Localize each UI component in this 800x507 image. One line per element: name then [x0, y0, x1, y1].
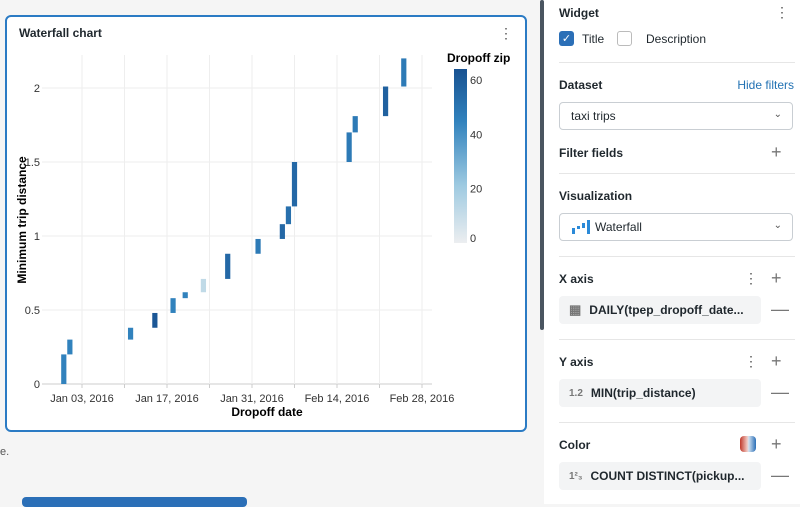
y-tick-label: 0.5 [25, 305, 40, 317]
visualization-select[interactable]: Waterfall ⌄ [559, 213, 793, 241]
dataset-select-value: taxi trips [571, 109, 616, 123]
color-remove-minus-icon[interactable]: — [771, 465, 789, 485]
waterfall-bar [401, 58, 407, 87]
divider [559, 256, 795, 257]
x-axis-title: Dropoff date [231, 405, 303, 419]
x-tick-label: Feb 28, 2016 [390, 393, 455, 405]
y-axis-field[interactable]: 1.2 MIN(trip_distance) [559, 379, 761, 407]
widget-title: Waterfall chart [19, 26, 102, 40]
waterfall-bar [285, 206, 292, 225]
title-checkbox-label: Title [582, 31, 605, 46]
kebab-menu-icon[interactable]: ⋮ [499, 25, 513, 41]
x-axis-kebab-icon[interactable]: ⋮ [744, 270, 758, 286]
divider [559, 173, 795, 174]
y-axis-title: Minimum trip distance [15, 156, 29, 284]
divider [559, 422, 795, 423]
widget-kebab-icon[interactable]: ⋮ [775, 4, 789, 20]
waterfall-chart-icon [572, 220, 590, 234]
color-add-plus-icon[interactable]: + [771, 434, 782, 454]
visualization-heading: Visualization [559, 189, 633, 203]
hide-filters-link[interactable]: Hide filters [737, 78, 794, 92]
waterfall-bar [67, 339, 73, 355]
scrollbar[interactable] [540, 0, 544, 330]
blue-button[interactable] [22, 497, 247, 507]
waterfall-bar [346, 132, 352, 162]
x-axis-remove-minus-icon[interactable]: — [771, 299, 789, 319]
legend-tick-label: 60 [470, 75, 482, 87]
waterfall-bar [225, 253, 231, 279]
divider [559, 339, 795, 340]
x-axis-heading: X axis [559, 272, 594, 286]
waterfall-bar [352, 116, 358, 133]
x-tick-label: Feb 14, 2016 [305, 393, 370, 405]
color-palette-icon[interactable] [740, 436, 756, 452]
visualization-select-value: Waterfall [595, 220, 642, 234]
waterfall-chart: 0 0.5 1 1.5 2 Jan 03, 2016 Jan 17, 2016 Jan 31,… [15, 51, 510, 419]
x-tick-label: Jan 03, 2016 [50, 393, 114, 405]
waterfall-bar [170, 298, 176, 313]
add-filter-plus-icon[interactable]: + [771, 142, 782, 162]
y-axis-add-plus-icon[interactable]: + [771, 351, 782, 371]
config-panel: Widget ⋮ ✓ Title Description Dataset Hid… [544, 0, 800, 504]
legend-color-ramp [454, 69, 467, 243]
footer-note: e. [0, 446, 10, 458]
y-tick-label: 0 [34, 379, 40, 391]
divider [559, 62, 795, 63]
widget-card[interactable]: 0 0.5 1 1.5 2 Jan 03, 2016 Jan 17, 2016 Jan 31,… [5, 15, 527, 432]
checkmark-icon: ✓ [559, 31, 574, 46]
description-checkbox-label: Description [646, 31, 707, 46]
legend-tick-label: 0 [470, 233, 476, 245]
x-tick-label: Jan 17, 2016 [135, 393, 199, 405]
checkbox-box [617, 31, 632, 46]
integer-type-icon: 1²₃ [569, 470, 583, 482]
waterfall-bar [152, 312, 158, 328]
dataset-heading: Dataset [559, 78, 603, 92]
calendar-icon: ▦ [569, 302, 582, 317]
legend-title: Dropoff zip [447, 51, 510, 65]
waterfall-bar [127, 327, 134, 340]
chevron-down-icon: ⌄ [773, 220, 782, 231]
x-tick-label: Jan 31, 2016 [220, 393, 284, 405]
widget-heading: Widget [559, 6, 599, 20]
decimal-type-icon: 1.2 [569, 387, 583, 399]
legend-tick-label: 40 [470, 129, 482, 141]
filter-fields-heading: Filter fields [559, 146, 624, 160]
y-axis-field-label: MIN(trip_distance) [590, 386, 696, 400]
chevron-down-icon: ⌄ [773, 109, 782, 120]
waterfall-bar [279, 224, 285, 239]
y-tick-label: 1 [34, 231, 40, 243]
waterfall-bar [291, 162, 298, 207]
y-axis-kebab-icon[interactable]: ⋮ [744, 353, 758, 369]
waterfall-bar [61, 354, 67, 384]
y-axis-remove-minus-icon[interactable]: — [771, 382, 789, 402]
legend-tick-label: 20 [470, 184, 482, 196]
color-heading: Color [559, 438, 591, 452]
y-axis-heading: Y axis [559, 355, 594, 369]
waterfall-bar [182, 292, 188, 299]
description-checkbox[interactable]: Description [617, 31, 706, 46]
waterfall-bar [200, 278, 207, 293]
y-tick-label: 2 [34, 83, 40, 95]
color-field[interactable]: 1²₃ COUNT DISTINCT(pickup... [559, 462, 761, 490]
x-axis-field-label: DAILY(tpep_dropoff_date... [589, 303, 744, 317]
x-axis-field[interactable]: ▦ DAILY(tpep_dropoff_date... [559, 296, 761, 324]
y-tick-label: 1.5 [25, 157, 40, 169]
dataset-select[interactable]: taxi trips ⌄ [559, 102, 793, 130]
waterfall-bar [382, 86, 389, 117]
title-checkbox[interactable]: ✓ Title [559, 31, 604, 46]
waterfall-bar [255, 238, 261, 254]
canvas-area: 0 0.5 1 1.5 2 Jan 03, 2016 Jan 17, 2016 Jan 31,… [0, 15, 527, 507]
x-axis-add-plus-icon[interactable]: + [771, 268, 782, 288]
color-field-label: COUNT DISTINCT(pickup... [590, 469, 745, 483]
